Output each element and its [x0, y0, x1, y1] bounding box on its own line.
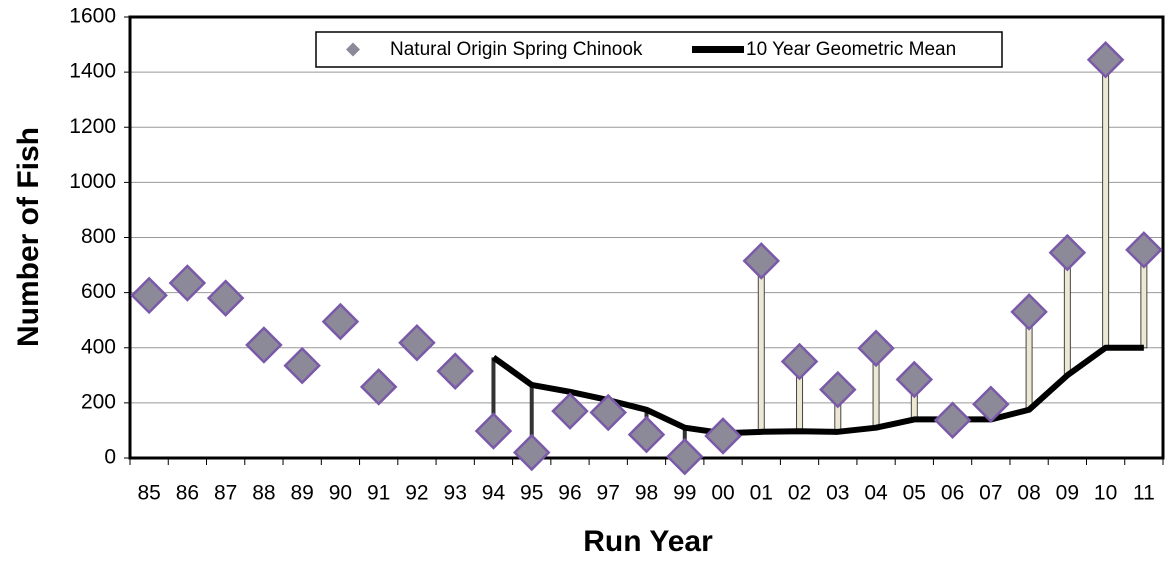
y-tick-label: 1600 [69, 5, 116, 28]
data-point [321, 302, 360, 341]
drop-line [529, 384, 534, 453]
y-tick-label: 1000 [69, 170, 116, 193]
y-tick-label: 0 [104, 446, 116, 469]
x-tick-label: 85 [137, 482, 160, 505]
y-tick-label: 800 [81, 225, 116, 248]
legend-label: 10 Year Geometric Mean [746, 39, 956, 60]
data-point [780, 342, 819, 381]
data-point [1010, 293, 1048, 331]
y-tick-label: 400 [81, 335, 116, 358]
x-tick-label: 06 [941, 482, 964, 505]
x-tick-label: 90 [329, 482, 352, 505]
x-tick-label: 09 [1056, 482, 1079, 505]
drop-line [757, 260, 765, 433]
x-tick-label: 02 [788, 482, 811, 505]
x-tick-label: 92 [405, 482, 428, 505]
x-tick-label: 95 [520, 482, 543, 505]
x-tick-label: 96 [558, 482, 581, 505]
data-point [972, 385, 1010, 424]
x-tick-label: 99 [673, 482, 696, 505]
x-tick-label: 05 [903, 482, 926, 505]
x-axis-label: Run Year [583, 525, 713, 558]
x-tick-label: 10 [1094, 482, 1117, 505]
data-point [665, 437, 704, 476]
x-tick-label: 94 [482, 482, 506, 505]
legend-box [315, 31, 1003, 68]
x-tick-label: 01 [750, 482, 773, 505]
plot-frame [128, 15, 1165, 460]
legend-label: Natural Origin Spring Chinook [390, 39, 643, 60]
data-point [512, 433, 551, 472]
data-point [704, 417, 742, 455]
data-point [206, 279, 245, 317]
y-tick-label: 200 [81, 390, 116, 413]
data-point [245, 326, 283, 364]
mean-line [491, 344, 1144, 437]
data-point [1048, 233, 1087, 272]
x-tick-label: 87 [214, 482, 237, 505]
data-point [130, 276, 168, 315]
data-point [1086, 40, 1125, 79]
data-point [589, 393, 628, 432]
x-tick-label: 86 [176, 482, 199, 505]
data-point [474, 412, 513, 450]
x-tick-label: 88 [252, 482, 275, 505]
x-tick-label: 93 [444, 482, 467, 505]
x-tick-label: 08 [1017, 482, 1040, 505]
y-tick-label: 1200 [69, 115, 116, 138]
x-tick-label: 91 [367, 482, 390, 505]
drop-line [491, 357, 496, 431]
x-tick-label: 98 [635, 482, 658, 505]
x-tick-label: 89 [290, 482, 313, 505]
data-point [398, 324, 436, 362]
x-tick-label: 03 [826, 482, 849, 505]
x-tick-label: 97 [597, 482, 620, 505]
data-point [627, 415, 666, 454]
data-point [436, 352, 474, 390]
data-point [819, 370, 857, 409]
drop-line [1102, 59, 1110, 349]
data-point [933, 401, 972, 440]
data-point [895, 360, 934, 399]
data-point [742, 242, 781, 280]
data-point [551, 392, 589, 430]
x-tick-label: 11 [1133, 482, 1155, 505]
data-point [283, 346, 321, 385]
legend-marker [346, 42, 360, 57]
y-axis-label: Number of Fish [12, 127, 45, 347]
data-point [857, 329, 895, 368]
x-tick-label: 04 [864, 482, 888, 505]
data-point [1125, 231, 1163, 269]
data-point [359, 368, 398, 406]
x-tick-label: 07 [979, 482, 1002, 505]
x-tick-label: 00 [711, 482, 734, 505]
y-tick-label: 600 [81, 280, 116, 303]
data-point [168, 264, 207, 302]
y-tick-label: 1400 [69, 60, 116, 83]
